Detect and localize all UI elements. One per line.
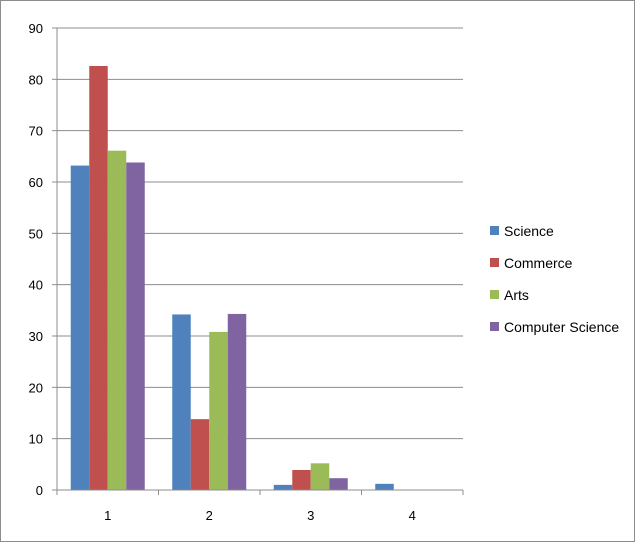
bar-arts-2 [209, 331, 228, 490]
legend-swatch [490, 290, 499, 299]
legend: Science Commerce Arts Computer Science [490, 223, 619, 335]
legend-swatch [490, 258, 499, 267]
bar-science-3 [273, 484, 293, 490]
y-tick-label: 60 [29, 175, 43, 190]
bar-science-2 [172, 314, 191, 490]
x-tick-label: 1 [104, 508, 111, 523]
legend-label: Arts [504, 287, 529, 303]
bar-computer-science-2 [227, 313, 247, 490]
legend-label: Commerce [504, 255, 573, 271]
bar-commerce-1 [89, 65, 108, 490]
x-tick-label: 3 [307, 508, 314, 523]
bar-science-1 [70, 165, 90, 490]
y-tick-label: 50 [29, 226, 43, 241]
bars [70, 65, 394, 491]
x-tick-label: 2 [206, 508, 213, 523]
y-tick-label: 10 [29, 432, 43, 447]
y-tick-label: 80 [29, 72, 43, 87]
y-tick-label: 40 [29, 278, 43, 293]
bar-science-4 [375, 483, 394, 490]
y-tick-label: 70 [29, 124, 43, 139]
y-tick-label: 90 [29, 21, 43, 36]
legend-label: Computer Science [504, 319, 619, 335]
bar-arts-3 [310, 463, 330, 490]
legend-swatch [490, 322, 499, 331]
bar-commerce-3 [292, 469, 311, 490]
axes: 0 10 20 30 40 50 60 70 80 90 1 2 3 4 [29, 21, 464, 523]
bar-commerce-2 [190, 419, 210, 490]
y-tick-label: 0 [36, 483, 43, 498]
y-tick-label: 30 [29, 329, 43, 344]
legend-label: Science [504, 223, 554, 239]
legend-swatch [490, 226, 499, 235]
y-tick-label: 20 [29, 380, 43, 395]
bar-computer-science-1 [126, 162, 145, 490]
bar-computer-science-3 [329, 478, 348, 490]
x-tick-label: 4 [409, 508, 416, 523]
bar-arts-1 [107, 150, 127, 491]
